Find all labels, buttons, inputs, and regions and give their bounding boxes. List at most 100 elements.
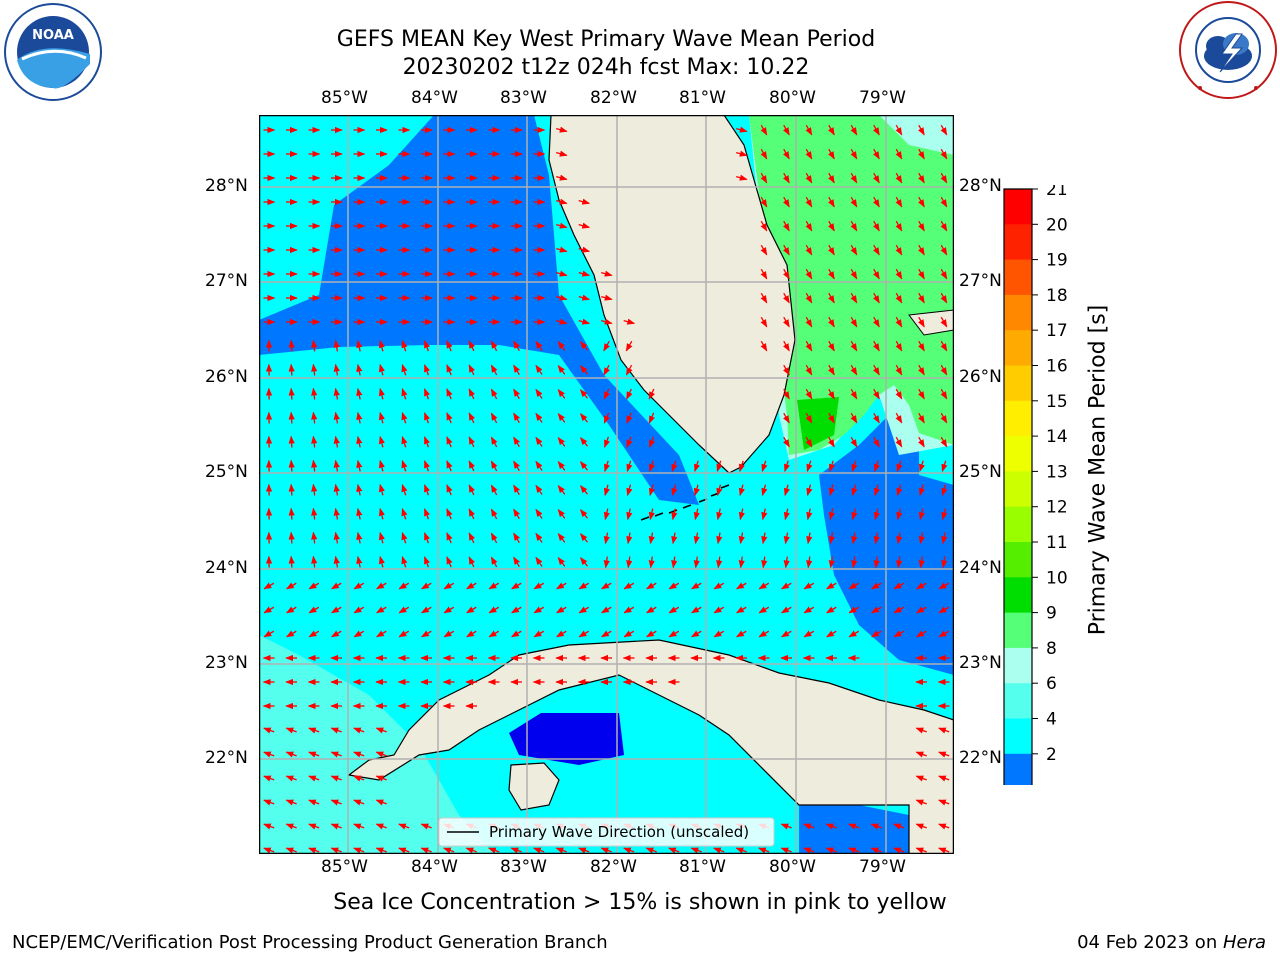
wave-arrow [333,483,340,496]
wave-arrow [378,531,385,544]
colorbar-tick-label: 13 [1046,462,1068,482]
colorbar-tick-label: 11 [1046,533,1068,553]
colorbar-segment [1004,577,1032,614]
wave-arrow [423,484,430,496]
wave-arrow [940,124,948,136]
wave-arrow [603,484,610,497]
lon-top-label: 83°W [500,88,547,108]
wave-arrow [513,436,520,448]
wave-arrow [760,196,768,208]
wave-arrow [353,727,365,734]
wave-arrow [805,388,813,400]
wave-arrow [828,508,835,521]
wave-arrow [623,318,636,325]
wave-arrow [781,582,792,590]
wave-arrow [761,460,768,472]
wave-arrow [918,484,925,497]
wave-arrow [713,606,725,614]
wave-arrow [580,413,588,423]
wave-arrow [423,460,430,472]
wave-arrow [803,823,815,830]
wave-arrow [648,556,655,569]
wave-arrow [580,557,588,567]
wave-arrow [513,388,520,400]
wave-arrow [578,198,591,205]
wave-arrow [803,847,815,854]
wave-arrow [423,436,430,448]
wave-arrow [895,220,903,232]
lon-top-label: 84°W [411,88,458,108]
wave-arrow [378,363,385,376]
wave-arrow [556,150,568,157]
wave-arrow [940,292,948,304]
wave-arrow [871,630,882,638]
wave-arrow [603,556,610,569]
wave-arrow [626,388,633,400]
wave-arrow [580,461,588,471]
wave-arrow [556,198,568,205]
wave-arrow [535,388,543,399]
colorbar-tick-label: 8 [1046,639,1057,659]
wave-arrow [580,341,588,351]
lon-bottom-label: 80°W [769,857,816,877]
wave-arrow [671,460,678,472]
wave-arrow [285,847,297,854]
wave-arrow [805,196,813,208]
wave-arrow [603,388,610,400]
wave-arrow [828,220,835,232]
wave-arrow [873,508,880,521]
wave-arrow [288,435,295,448]
wave-arrow [353,775,365,782]
wave-arrow [330,799,342,806]
wave-arrow [783,388,790,400]
wave-arrow [873,172,880,184]
wave-arrow [760,220,768,232]
wave-arrow [690,847,702,854]
wave-arrow [623,630,635,638]
wave-arrow [468,388,475,400]
wave-arrow [398,630,410,638]
wave-arrow [691,582,702,590]
period-6-8-region-sw [259,635,494,854]
cuba-land [347,639,954,854]
wave-arrow [736,582,747,590]
wave-arrow [601,582,612,590]
wave-arrow [918,244,925,256]
wave-arrow [421,606,432,614]
wave-arrow [758,582,770,590]
wave-arrow [716,508,723,521]
wave-arrow [263,630,275,638]
wave-arrow [918,340,925,352]
wave-arrow [850,268,858,280]
wave-arrow [468,484,475,496]
wave-arrow [535,412,543,423]
wave-arrow [330,727,342,734]
wave-arrow [401,436,408,448]
wave-arrow [648,484,655,497]
wave-arrow [716,556,723,569]
wave-arrow [915,727,927,734]
wave-arrow [288,459,295,472]
wave-arrow [580,509,588,519]
wave-arrow [851,484,858,497]
wave-arrow [806,532,813,545]
wave-arrow [850,292,858,304]
wave-arrow [918,268,925,280]
wave-arrow [623,847,635,854]
wave-arrow [513,484,520,496]
wave-arrow [311,435,318,448]
wave-arrow [285,775,297,782]
wave-arrow [761,508,768,521]
wave-arrow [626,532,633,545]
bahamas-island [908,309,954,336]
wave-arrow [828,316,835,328]
wave-arrow [557,340,566,351]
lat-right-label: 28°N [959,176,1002,196]
lon-bottom-label: 79°W [859,857,906,877]
colorbar-segment [1004,330,1032,366]
wave-arrow [848,630,860,638]
wave-arrow [895,340,903,352]
wave-arrow [468,532,475,544]
colorbar-segment [1004,542,1032,578]
wave-arrow [421,582,432,590]
